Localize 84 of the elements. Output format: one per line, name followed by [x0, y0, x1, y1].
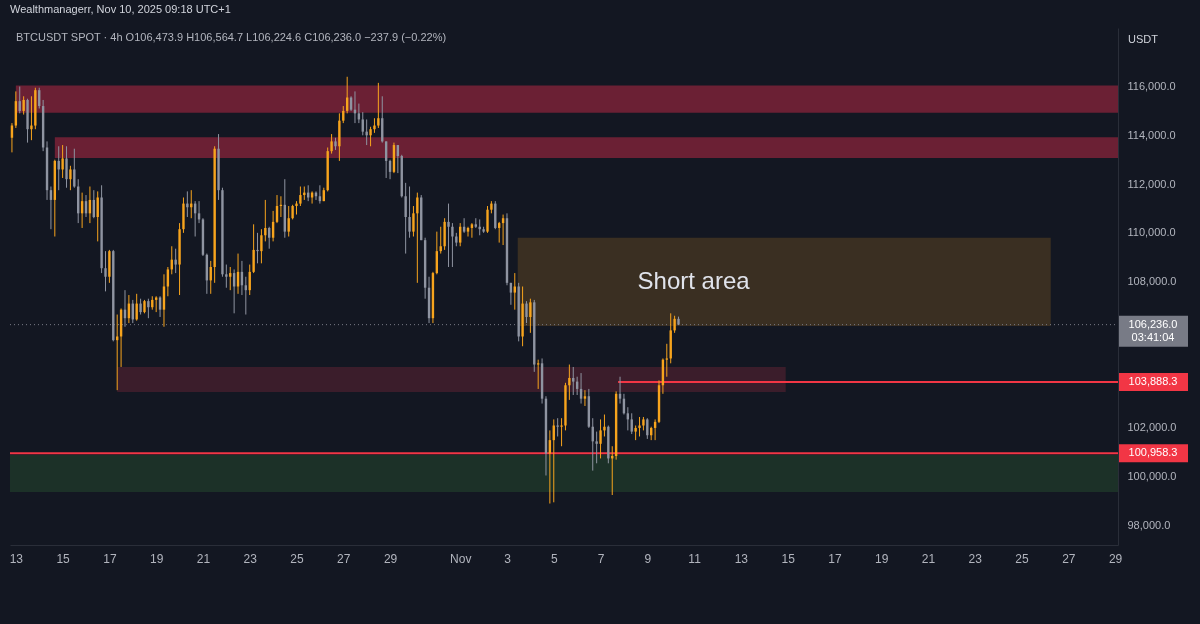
- x-tick-label: Nov: [450, 551, 472, 566]
- x-tick-label: 21: [921, 551, 936, 566]
- x-tick-label: 19: [875, 551, 889, 566]
- y-tick-label: 102,000.0: [1127, 421, 1177, 434]
- candlestick: [174, 248, 177, 274]
- candlestick: [529, 298, 532, 334]
- candlestick: [299, 186, 302, 207]
- x-tick-label: 3: [504, 551, 512, 566]
- x-tick-label: 13: [734, 551, 749, 566]
- x-tick-label: 19: [149, 551, 164, 566]
- candlestick: [583, 389, 587, 407]
- candlestick: [69, 165, 72, 191]
- candlestick: [556, 417, 559, 437]
- x-tick-label: 29: [1108, 551, 1123, 566]
- candlestick: [73, 148, 76, 189]
- x-tick-label: 27: [1062, 551, 1076, 566]
- candlestick: [22, 95, 25, 116]
- candlestick: [369, 126, 372, 147]
- candlestick: [536, 359, 540, 390]
- candlestick: [252, 223, 255, 274]
- candlestick: [646, 417, 649, 440]
- y-tick-label: 116,000.0: [1127, 80, 1176, 93]
- ref-line-label: 106,236.0 03:41:04: [1128, 317, 1178, 343]
- candlestick: [225, 264, 228, 289]
- candlestick: [568, 364, 571, 401]
- chart-title: Wealthmanagerr, Nov 10, 2025 09:18 UTC+1: [10, 3, 231, 15]
- candlestick: [260, 228, 263, 264]
- x-tick-label: 29: [383, 551, 398, 566]
- x-tick-label: 21: [196, 551, 211, 566]
- candlestick: [630, 412, 633, 435]
- annotation: Short area: [637, 266, 751, 294]
- candlestick: [525, 300, 528, 324]
- x-tick-label: 25: [290, 551, 304, 566]
- candlestick: [104, 250, 107, 292]
- y-tick-label: 110,000.0: [1127, 226, 1176, 239]
- candlestick: [447, 203, 450, 268]
- candlestick: [61, 144, 64, 179]
- candlestick: [412, 205, 415, 238]
- data-label: 103,888.3: [1128, 374, 1178, 387]
- candlestick: [264, 199, 267, 242]
- candlestick: [560, 417, 563, 447]
- candlestick: [451, 222, 454, 268]
- x-tick-label: 27: [337, 551, 351, 566]
- candlestick: [30, 95, 33, 141]
- candlestick: [330, 133, 333, 155]
- x-tick-label: 23: [243, 551, 258, 566]
- candlestick: [295, 200, 298, 216]
- candlestick: [603, 414, 606, 437]
- y-tick-label: 98,000.0: [1127, 518, 1171, 531]
- candlestick: [665, 343, 669, 378]
- candlestick: [256, 232, 259, 264]
- candlestick: [408, 186, 411, 239]
- y-tick-label: 114,000.0: [1127, 128, 1176, 141]
- x-tick-label: 13: [9, 551, 24, 566]
- x-tick-label: 9: [644, 551, 652, 566]
- x-tick-label: 25: [1015, 551, 1030, 566]
- candlestick: [158, 295, 162, 318]
- candlestick: [377, 82, 380, 129]
- y-tick-label: 100,000.0: [1127, 470, 1177, 483]
- candlestick: [147, 298, 150, 319]
- candlestick: [186, 190, 189, 218]
- candlestick: [135, 293, 138, 322]
- candlestick: [599, 418, 602, 459]
- candlestick: [416, 192, 419, 284]
- x-tick-label: 5: [550, 551, 558, 566]
- x-tick-label: 17: [828, 551, 842, 566]
- candlestick: [404, 182, 407, 255]
- y-tick-label: 108,000.0: [1127, 275, 1177, 288]
- y-tick-label: 112,000.0: [1127, 177, 1176, 190]
- candlestick: [595, 431, 598, 464]
- x-tick-label: 17: [103, 551, 117, 566]
- ref-line-label: 100,958.3: [1128, 446, 1178, 459]
- candlestick: [486, 205, 489, 234]
- candlestick: [365, 118, 368, 146]
- chart-subtitle: BTCUSDT SPOT · 4h O106,473.9 H106,564.7 L106,224.6 C106,236.0 −237.9 (−0.22%): [16, 31, 447, 43]
- x-tick-label: 23: [968, 551, 983, 566]
- x-tick-label: 15: [781, 551, 796, 566]
- y-axis-title: USDT: [1128, 33, 1159, 45]
- x-tick-label: 15: [56, 551, 71, 566]
- candlestick: [638, 416, 641, 437]
- x-tick-label: 11: [688, 551, 702, 566]
- x-tick-label: 7: [597, 551, 605, 566]
- candlestick: [361, 111, 364, 136]
- candlestick: [65, 145, 68, 189]
